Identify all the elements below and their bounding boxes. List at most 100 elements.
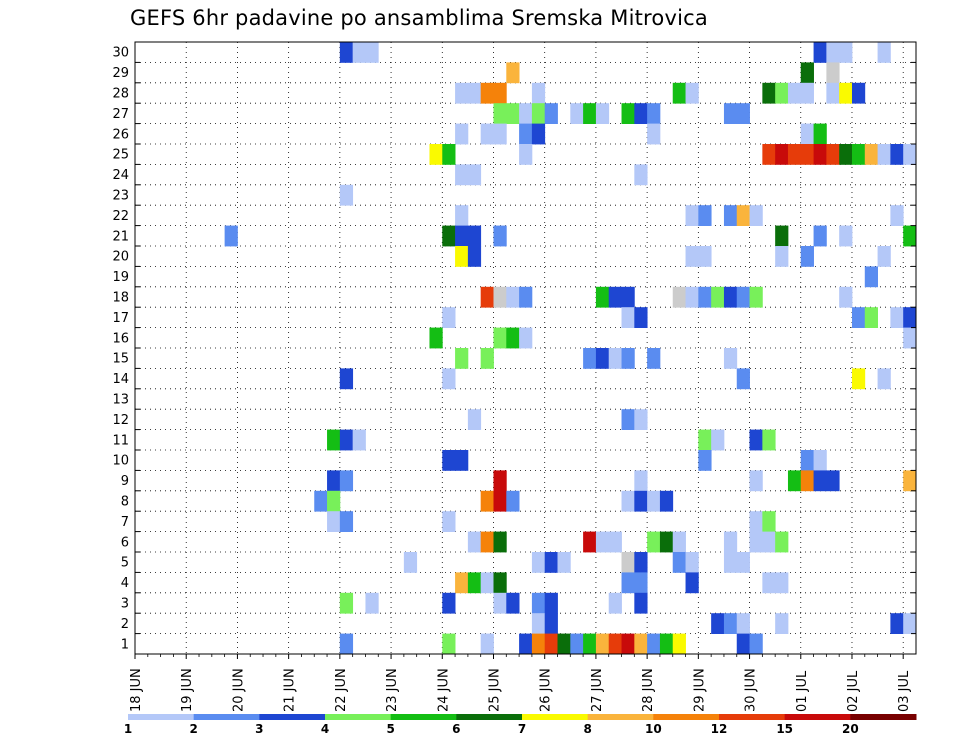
- heatmap-cell: [634, 592, 648, 614]
- heatmap-cell: [570, 633, 584, 655]
- heatmap-cell: [890, 613, 904, 634]
- heatmap-cell: [800, 450, 814, 471]
- heatmap-cell: [608, 592, 622, 614]
- heatmap-cell: [634, 633, 648, 655]
- heatmap-cell: [890, 144, 904, 165]
- heatmap-cell: [621, 348, 635, 369]
- y-tick-label: 1: [121, 637, 129, 652]
- heatmap-cell: [634, 572, 648, 594]
- heatmap-cell: [851, 307, 866, 328]
- heatmap-cell: [736, 552, 750, 573]
- heatmap-cell: [762, 82, 776, 104]
- legend-swatch: [850, 714, 917, 720]
- y-tick-label: 17: [112, 311, 129, 326]
- heatmap-cell: [839, 286, 853, 308]
- heatmap-cell: [672, 531, 686, 553]
- y-tick-label: 21: [112, 229, 129, 244]
- heatmap-cell: [711, 429, 725, 451]
- legend-label: 8: [583, 722, 591, 736]
- heatmap-cell: [506, 62, 520, 84]
- heatmap-cell: [813, 144, 827, 165]
- heatmap-cell: [839, 42, 853, 63]
- heatmap-cell: [339, 184, 354, 206]
- heatmap-cell: [647, 490, 661, 512]
- legend-swatch: [390, 714, 457, 720]
- heatmap-cell: [634, 307, 648, 328]
- heatmap-cell: [531, 103, 546, 124]
- heatmap-cell: [903, 470, 917, 492]
- heatmap-cell: [531, 123, 546, 145]
- y-tick-label: 10: [112, 454, 129, 469]
- y-tick-label: 14: [112, 372, 129, 387]
- heatmap-cell: [519, 327, 533, 349]
- heatmap-cell: [506, 592, 520, 614]
- heatmap-cell: [839, 82, 853, 104]
- heatmap-cell: [544, 633, 558, 655]
- heatmap-cell: [826, 82, 840, 104]
- heatmap-cell: [493, 572, 507, 594]
- heatmap-cell: [800, 62, 814, 84]
- heatmap-cell: [877, 368, 891, 390]
- legend-swatch: [587, 714, 654, 720]
- heatmap-cell: [531, 592, 546, 614]
- heatmap-cell: [903, 144, 917, 165]
- heatmap-cell: [736, 368, 750, 390]
- heatmap-cell: [429, 144, 443, 165]
- heatmap-cell: [647, 103, 661, 124]
- heatmap-cell: [685, 246, 699, 267]
- heatmap-cell: [711, 613, 725, 634]
- heatmap-cell: [775, 82, 789, 104]
- heatmap-cell: [455, 123, 469, 145]
- y-tick-label: 25: [112, 148, 129, 163]
- heatmap-cell: [723, 348, 738, 369]
- y-axis: 1234567891011121314151617181920212223242…: [112, 41, 916, 652]
- heatmap-cell: [723, 531, 738, 553]
- heatmap-cell: [327, 490, 341, 512]
- heatmap-cell: [429, 327, 443, 349]
- heatmap-cell: [890, 307, 904, 328]
- heatmap-cell: [519, 103, 533, 124]
- heatmap-cell: [531, 552, 546, 573]
- x-tick-label: 01 JUL: [795, 670, 810, 712]
- heatmap-cell: [467, 246, 482, 267]
- heatmap-cell: [723, 103, 738, 124]
- heatmap-cell: [647, 348, 661, 369]
- heatmap-cell: [365, 42, 379, 63]
- legend-label: 6: [452, 722, 460, 736]
- x-tick-label: 30 JUN: [744, 668, 759, 712]
- heatmap-cell: [314, 490, 328, 512]
- heatmap-cell: [698, 450, 712, 471]
- heatmap-cell: [506, 103, 520, 124]
- legend-label: 12: [711, 722, 728, 736]
- heatmap-cell: [595, 633, 610, 655]
- heatmap-cell: [903, 307, 917, 328]
- legend-swatch: [653, 714, 720, 720]
- heatmap-cell: [749, 286, 763, 308]
- heatmap-cell: [736, 286, 750, 308]
- heatmap-cell: [864, 144, 878, 165]
- heatmap-cell: [467, 531, 482, 553]
- x-tick-label: 02 JUL: [846, 670, 861, 712]
- heatmap-cell: [467, 225, 482, 247]
- heatmap-cell: [519, 123, 533, 145]
- y-tick-label: 27: [112, 107, 129, 122]
- x-tick-label: 27 JUN: [590, 668, 605, 712]
- heatmap-cell: [455, 572, 469, 594]
- y-tick-label: 30: [112, 46, 129, 61]
- heatmap-cell: [672, 633, 686, 655]
- heatmap-cell: [544, 552, 558, 573]
- heatmap-cell: [698, 286, 712, 308]
- color-legend: 1 2 3 4 5 6 7 8 10 12 15 20: [124, 714, 917, 736]
- y-tick-label: 3: [121, 597, 129, 612]
- heatmap-cell: [723, 613, 738, 634]
- x-tick-label: 26 JUN: [539, 668, 554, 712]
- heatmap-cell: [519, 144, 533, 165]
- x-tick-label: 24 JUN: [436, 668, 451, 712]
- y-tick-label: 26: [112, 127, 129, 142]
- heatmap-cell: [634, 409, 648, 430]
- legend-swatch: [325, 714, 392, 720]
- legend-label: 15: [776, 722, 793, 736]
- heatmap-cell: [480, 490, 494, 512]
- y-tick-label: 22: [112, 209, 129, 224]
